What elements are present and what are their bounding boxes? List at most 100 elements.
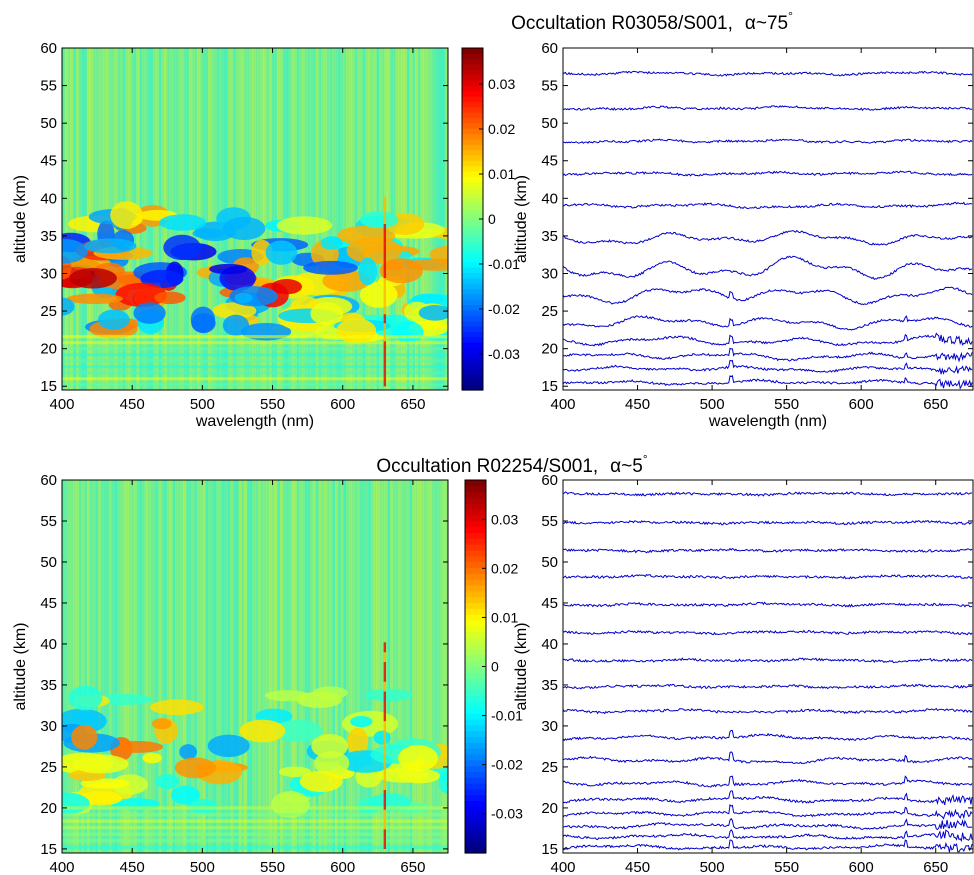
colorbar-segment	[465, 480, 486, 487]
heatmap-stripe	[188, 480, 193, 853]
heatmap-stripe	[202, 480, 206, 853]
y-tick-label: 50	[40, 115, 57, 132]
series-line	[563, 375, 973, 390]
heatmap-line-feature	[383, 642, 387, 653]
heatmap-blob	[303, 260, 358, 275]
colorbar-segment	[465, 794, 486, 802]
heatmap-stripe	[111, 480, 115, 853]
heatmap-stripe	[321, 480, 325, 853]
series-line	[563, 286, 973, 306]
colorbar-segment	[465, 660, 486, 668]
heatmap-band	[62, 353, 448, 357]
heatmap-line-feature	[383, 721, 387, 731]
y-axis-label: altitude (km)	[12, 175, 29, 263]
heatmap-stripe	[266, 48, 270, 390]
heatmap-stripe	[260, 48, 264, 390]
heatmap-blob	[276, 216, 333, 235]
colorbar-tick-label: 0.01	[488, 166, 515, 182]
heatmap-line-feature	[383, 819, 387, 830]
colorbar-segment	[462, 69, 483, 76]
heatmap-blob	[320, 236, 343, 250]
heatmap-band	[62, 347, 448, 351]
heatmap-blob	[360, 211, 399, 229]
series-line	[563, 70, 973, 77]
heatmap-stripe	[268, 480, 273, 853]
heatmap-stripe	[326, 480, 330, 853]
colorbar-segment	[465, 707, 486, 714]
colorbar-segment	[465, 689, 486, 697]
heatmap-line-feature	[383, 789, 387, 800]
heatmap-stripe	[86, 480, 91, 853]
heatmap-stripe	[205, 48, 209, 390]
y-axis-label: altitude (km)	[513, 622, 530, 710]
colorbar-segment	[465, 625, 486, 633]
title-top: Occultation R03058/S001, α~75°	[511, 9, 793, 34]
heatmap-stripe	[293, 480, 297, 853]
heatmap-line-feature	[383, 809, 387, 820]
heatmap-stripe	[362, 480, 366, 853]
colorbar-segment	[465, 485, 486, 493]
heatmap-stripe	[106, 480, 110, 853]
x-tick-label: 650	[923, 859, 948, 875]
y-tick-label: 15	[541, 378, 558, 395]
series-line	[563, 491, 973, 497]
series-line	[563, 839, 973, 853]
heatmap-stripe	[266, 480, 270, 853]
heatmap-line-feature	[383, 241, 387, 252]
heatmap-blob	[359, 281, 398, 308]
colorbar-segment	[465, 683, 486, 691]
heatmap-stripe	[186, 480, 190, 853]
colorbar-segment	[465, 841, 486, 848]
heatmap-blob	[110, 740, 164, 753]
heatmap-stripe	[175, 480, 179, 853]
colorbar-segment	[462, 208, 483, 215]
heatmap-band	[62, 806, 448, 810]
colorbar-segment	[462, 144, 483, 151]
colorbar-segment	[462, 165, 483, 172]
heatmap-stripe	[139, 480, 143, 853]
heatmap-stripe	[169, 480, 173, 853]
heatmap-stripe	[194, 480, 198, 853]
colorbar-segment	[462, 331, 483, 338]
heatmap-stripe	[323, 480, 328, 853]
heatmap-top: 400 450 500 550 600 650 15 20 25 30 35 40 45 50 55 60 wa…	[12, 40, 520, 430]
heatmap-stripe	[219, 480, 223, 853]
colorbar-tick-label: -0.02	[491, 757, 523, 773]
colorbar-segment	[462, 309, 483, 316]
colorbar-segment	[465, 503, 486, 510]
colorbar-segment	[465, 509, 486, 516]
heatmap-stripe	[100, 480, 104, 853]
heatmap-stripe	[310, 480, 314, 853]
x-tick-label: 500	[190, 859, 215, 875]
x-tick-label: 450	[120, 859, 145, 875]
series-line	[563, 347, 973, 363]
heatmap-stripe	[238, 480, 242, 853]
heatmap-stripe	[216, 480, 220, 853]
heatmap-stripe	[208, 480, 212, 853]
heatmap-blob	[174, 757, 216, 779]
heatmap-line-feature	[383, 750, 387, 761]
heatmap-line-feature	[383, 232, 387, 243]
x-tick-label: 600	[330, 396, 355, 413]
heatmap-blob	[234, 292, 253, 303]
heatmap-stripe	[348, 48, 352, 390]
heatmap-band	[62, 839, 448, 843]
heatmap-blob	[310, 302, 344, 326]
colorbar-segment	[462, 336, 483, 343]
heatmap-stripe	[425, 480, 430, 853]
y-tick-label: 25	[541, 303, 558, 320]
heatmap-stripe	[351, 48, 355, 390]
heatmap-band	[62, 359, 448, 363]
heatmap-stripe	[232, 480, 237, 853]
colorbar-segment	[462, 272, 483, 279]
colorbar-segment	[465, 666, 486, 673]
series-line	[563, 751, 973, 765]
heatmap-stripe	[277, 48, 281, 390]
colorbar-segment	[462, 90, 483, 97]
heatmap-line-feature	[383, 359, 387, 369]
heatmap-line-feature	[383, 377, 387, 387]
heatmap-blob	[189, 798, 218, 814]
heatmap-line-feature	[383, 268, 387, 279]
heatmap-stripe	[103, 480, 107, 853]
